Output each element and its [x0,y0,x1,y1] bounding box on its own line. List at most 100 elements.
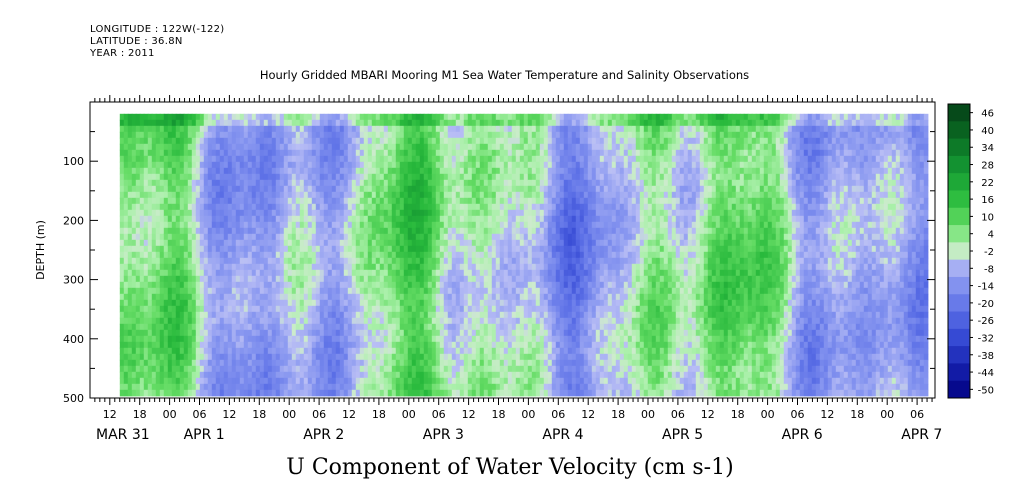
heat-cell [151,341,157,349]
heat-cell [151,137,157,145]
heat-cell [163,149,169,157]
heat-cell [231,371,237,379]
heat-cell [167,221,173,229]
heat-cell [415,203,421,211]
heat-cell [499,233,505,241]
heat-cell [407,227,413,235]
heat-cell [459,251,465,259]
heat-cell [219,143,225,151]
heat-cell [495,179,501,187]
heat-cell [303,113,309,121]
heat-cell [299,377,305,385]
heat-cell [379,203,385,211]
heat-cell [419,299,425,307]
heat-cell [259,173,265,181]
heat-cell [303,317,309,325]
heat-cell [123,335,129,343]
heat-cell [531,347,537,355]
heat-cell [475,119,481,127]
heat-cell [339,245,345,253]
heat-cell [335,203,341,211]
heat-cell [347,239,353,247]
heat-cell [443,341,449,349]
heat-cell [347,299,353,307]
heat-cell [387,251,393,259]
heat-cell [167,161,173,169]
heat-cell [435,173,441,181]
heat-cell [531,287,537,295]
heat-cell [211,257,217,265]
heat-cell [479,197,485,205]
heat-cell [239,383,245,391]
heat-cell [379,317,385,325]
heat-cell [139,185,145,193]
heat-cell [151,317,157,325]
heat-cell [511,335,517,343]
heat-cell [467,335,473,343]
heat-cell [139,359,145,367]
heat-cell [215,191,221,199]
heat-cell [527,347,533,355]
heat-cell [183,155,189,163]
heat-cell [371,167,377,175]
heat-cell [351,143,357,151]
heat-cell [179,155,185,163]
heat-cell [407,179,413,187]
heat-cell [287,347,293,355]
heat-cell [443,131,449,139]
heat-cell [395,197,401,205]
heat-cell [131,239,137,247]
heat-cell [475,377,481,385]
heat-cell [135,323,141,331]
heat-cell [203,263,209,271]
heat-cell [119,269,125,277]
heat-cell [443,173,449,181]
heat-cell [247,221,253,229]
heat-cell [231,287,237,295]
heat-cell [339,203,345,211]
heat-cell [439,311,445,319]
heat-cell [427,335,433,343]
heat-cell [335,263,341,271]
heat-cell [159,377,165,385]
heat-cell [539,329,545,337]
heat-cell [511,131,517,139]
heat-cell [235,353,241,361]
heat-cell [323,323,329,331]
heat-cell [231,191,237,199]
heat-cell [183,281,189,289]
heat-cell [155,323,161,331]
heat-cell [131,377,137,385]
heat-cell [127,317,133,325]
heat-cell [375,329,381,337]
heat-cell [427,263,433,271]
heat-cell [531,281,537,289]
heat-cell [267,287,273,295]
heat-cell [175,347,181,355]
heat-cell [199,131,205,139]
heat-cell [203,227,209,235]
heat-cell [283,125,289,133]
heat-cell [187,347,193,355]
heat-cell [475,257,481,265]
heat-cell [227,245,233,253]
heat-cell [231,209,237,217]
heat-cell [215,281,221,289]
heat-cell [171,317,177,325]
heat-cell [455,125,461,133]
heat-cell [263,269,269,277]
heat-cell [423,359,429,367]
heat-cell [199,323,205,331]
heat-cell [455,311,461,319]
heat-cell [355,341,361,349]
heat-cell [119,383,125,391]
heat-cell [519,359,525,367]
heat-cell [179,161,185,169]
heat-cell [479,293,485,301]
heat-cell [159,329,165,337]
heat-cell [339,287,345,295]
heat-cell [183,119,189,127]
heat-cell [195,215,201,223]
heat-cell [291,287,297,295]
heat-cell [219,137,225,145]
